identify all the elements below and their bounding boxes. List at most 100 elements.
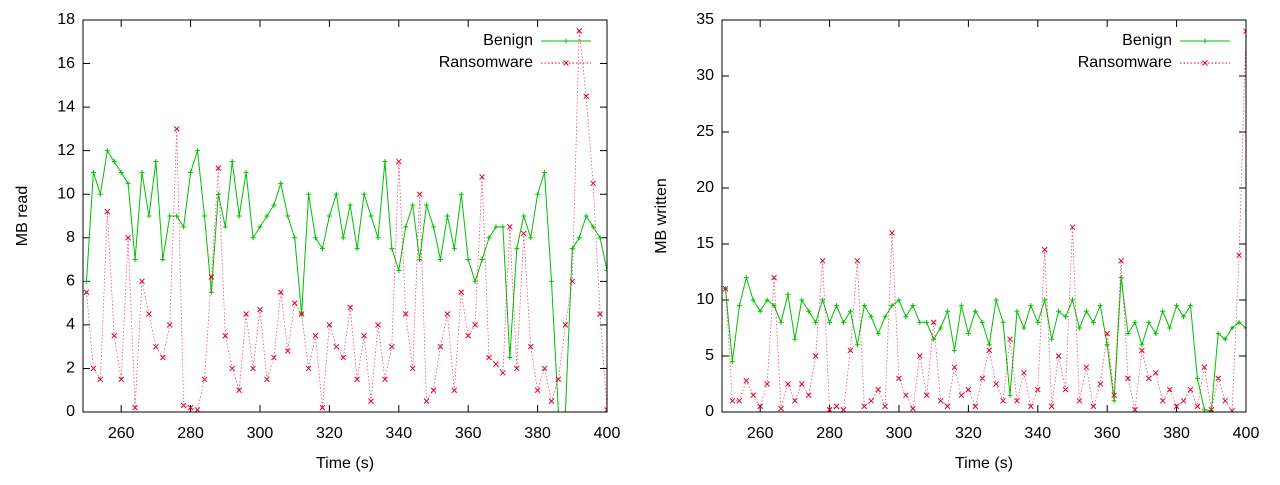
point-marker <box>513 365 520 372</box>
point-marker <box>1153 331 1159 337</box>
point-marker <box>827 319 833 325</box>
y-tick-label: 2 <box>66 360 75 377</box>
point-marker <box>806 308 812 314</box>
point-marker <box>847 308 853 314</box>
point-marker <box>250 235 256 241</box>
point-marker <box>1041 246 1048 253</box>
point-marker <box>229 365 236 372</box>
point-marker <box>1076 325 1082 331</box>
point-marker <box>604 406 607 412</box>
point-marker <box>1222 397 1229 404</box>
point-marker <box>306 191 312 197</box>
point-marker <box>722 285 729 292</box>
point-marker <box>125 180 131 186</box>
point-marker <box>798 381 805 387</box>
point-marker <box>785 381 791 387</box>
x-axis-label: Time (s) <box>316 455 374 472</box>
point-marker <box>1145 375 1152 382</box>
y-tick-label: 20 <box>696 179 714 196</box>
point-marker <box>562 409 568 412</box>
point-marker <box>298 311 305 317</box>
point-marker <box>979 375 986 382</box>
point-marker <box>1104 330 1111 337</box>
legend-marker <box>1202 38 1208 44</box>
point-marker <box>340 235 346 241</box>
point-marker <box>1125 331 1131 337</box>
point-marker <box>1139 342 1145 348</box>
point-marker <box>1194 375 1200 381</box>
point-marker <box>222 224 228 230</box>
point-marker <box>139 278 145 285</box>
point-marker <box>792 336 798 342</box>
point-marker <box>500 369 506 376</box>
point-marker <box>396 267 402 273</box>
point-marker <box>1118 257 1124 264</box>
y-tick-label: 0 <box>66 403 75 420</box>
point-marker <box>1021 325 1027 331</box>
point-marker <box>764 297 770 303</box>
point-marker <box>118 169 124 175</box>
point-marker <box>194 406 201 412</box>
point-marker <box>854 342 860 348</box>
subplot: 0 5 10 15 20 25 30 35 260 280 300 320 340 360 380 400 Ti… <box>653 11 1259 472</box>
point-marker <box>729 397 736 404</box>
point-marker <box>820 297 826 303</box>
point-marker <box>277 289 284 296</box>
y-tick-label: 16 <box>57 55 75 72</box>
y-tick-label: 4 <box>66 316 75 333</box>
x-tick-label: 400 <box>1233 425 1260 442</box>
point-marker <box>1111 398 1117 404</box>
point-marker <box>326 213 332 219</box>
y-tick-label: 18 <box>57 11 75 28</box>
point-marker <box>451 246 457 252</box>
point-marker <box>1194 403 1201 410</box>
point-marker <box>896 297 902 303</box>
y-tick-label: 6 <box>66 273 75 290</box>
point-marker <box>472 278 478 284</box>
point-marker <box>430 387 437 394</box>
point-marker <box>750 297 756 303</box>
point-marker <box>402 311 409 317</box>
point-marker <box>236 387 243 394</box>
point-marker <box>576 235 582 241</box>
point-marker <box>388 343 395 350</box>
point-marker <box>889 303 895 309</box>
point-marker <box>1180 397 1187 404</box>
point-marker <box>159 354 166 361</box>
point-marker <box>278 180 284 186</box>
point-marker <box>958 392 965 399</box>
point-marker <box>1042 297 1048 303</box>
point-marker <box>486 354 492 361</box>
point-marker <box>506 224 513 230</box>
point-marker <box>90 169 96 175</box>
y-tick-label: 35 <box>696 11 714 28</box>
point-marker <box>201 376 208 383</box>
point-marker <box>409 365 416 372</box>
point-marker <box>451 387 458 394</box>
point-marker <box>771 303 777 309</box>
point-marker <box>229 159 235 165</box>
point-marker <box>548 278 554 284</box>
point-marker <box>430 224 436 230</box>
subplot: 0 2 4 6 8 10 12 14 16 18 260 280 300 320 340 360 380 400 T… <box>14 11 620 472</box>
point-marker <box>521 213 527 219</box>
series-line <box>725 275 1246 412</box>
point-marker <box>208 289 214 295</box>
point-marker <box>1034 386 1041 393</box>
y-tick-label: 0 <box>705 403 714 420</box>
point-marker <box>382 159 388 165</box>
point-marker <box>1063 314 1069 320</box>
point-marker <box>479 173 485 180</box>
point-marker <box>847 347 854 354</box>
point-marker <box>757 308 763 314</box>
point-marker <box>882 314 888 320</box>
x-axis-label: Time (s) <box>955 455 1013 472</box>
point-marker <box>1152 369 1159 376</box>
point-marker <box>597 311 603 317</box>
point-marker <box>416 191 423 198</box>
point-marker <box>437 257 443 263</box>
point-marker <box>576 28 583 34</box>
point-marker <box>361 191 367 197</box>
point-marker <box>1187 386 1194 393</box>
